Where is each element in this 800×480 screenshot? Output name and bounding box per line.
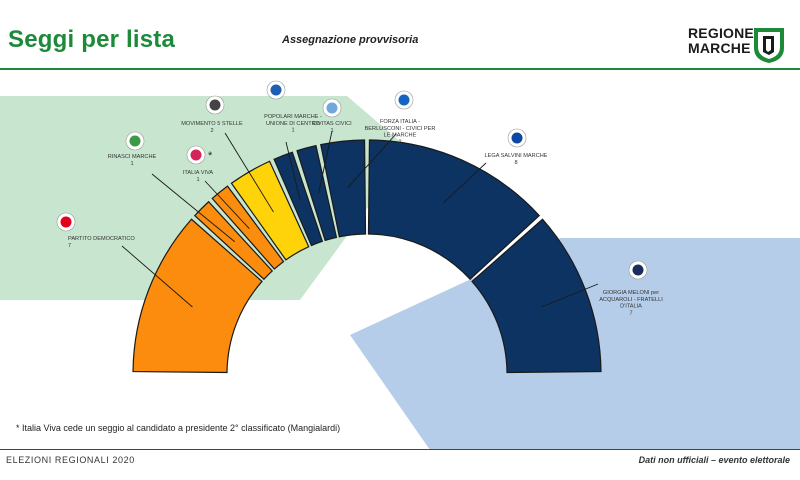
seat-slice-movimento-5-stelle: [230, 160, 310, 261]
party-label: CIVITAS CIVICI 1: [312, 121, 352, 134]
centre-left-coalition-area: [0, 96, 410, 300]
party-logo-icon: [186, 145, 206, 165]
party-logo-icon: [205, 95, 225, 115]
brand-name: REGIONE MARCHE: [688, 26, 754, 56]
seat-slice-lega-salvini-marche: [367, 139, 541, 281]
footer-election-name: ELEZIONI REGIONALI 2020: [6, 455, 135, 465]
party-label: GIORGIA MELONI per ACQUAROLI - FRATELLI D'…: [599, 290, 663, 316]
leader-line: [224, 132, 274, 213]
footnote-marker: *: [208, 150, 213, 162]
party-label: FORZA ITALIA -BERLUSCONI - CIVICI PER LE …: [365, 119, 436, 145]
leader-line: [204, 180, 250, 229]
seat-slice-popolari-marche-unione-di-centro: [273, 151, 324, 247]
party-label: ITALIA VIVA 1: [183, 170, 214, 183]
party-logo-icon: [394, 90, 414, 110]
party-label: RINASCI MARCHE 1: [108, 154, 157, 167]
seat-slice-partito-democratico: [132, 218, 263, 374]
leader-line: [347, 133, 397, 189]
leader-line: [151, 173, 236, 243]
brand-line-1: REGIONE: [688, 25, 754, 41]
seat-slice-forza-italia-berlusconi-civici-per-le-marche: [320, 139, 367, 238]
header-divider: [0, 68, 800, 70]
seats-chart: * PARTITO DEMOCRATICO 7 RINASCI MARCHE 1 ITA…: [0, 80, 800, 450]
seat-slice-giorgia-meloni-per-acquaroli-fratelli-d-italia: [471, 218, 602, 374]
brand-line-2: MARCHE: [688, 40, 751, 56]
footer-divider: [0, 449, 800, 450]
party-logo-icon: [628, 260, 648, 280]
party-logo-icon: [507, 128, 527, 148]
party-logo-icon: [125, 131, 145, 151]
page-title: Seggi per lista: [8, 26, 176, 53]
leader-line: [442, 162, 487, 204]
leader-line: [318, 130, 333, 194]
footnote: * Italia Viva cede un seggio al candidat…: [16, 423, 341, 433]
footer-disclaimer: Dati non ufficiali – evento elettorale: [638, 455, 790, 465]
party-label: PARTITO DEMOCRATICO 7: [68, 236, 135, 249]
party-label: MOVIMENTO 5 STELLE 2: [181, 121, 243, 134]
leader-line: [121, 245, 193, 308]
party-logo-icon: [322, 98, 342, 118]
seat-slice-civitas-civici: [296, 144, 338, 242]
page-subtitle: Assegnazione provvisoria: [282, 34, 419, 46]
regione-marche-logo-icon: [754, 28, 784, 63]
party-logo-icon: [266, 80, 286, 100]
leader-line: [541, 283, 599, 308]
party-label: POPOLARI MARCHE -UNIONE DI CENTRO 1: [264, 114, 322, 134]
party-logo-icon: [56, 212, 76, 232]
leader-line: [285, 141, 301, 200]
party-label: LEGA SALVINI MARCHE 8: [485, 153, 548, 166]
